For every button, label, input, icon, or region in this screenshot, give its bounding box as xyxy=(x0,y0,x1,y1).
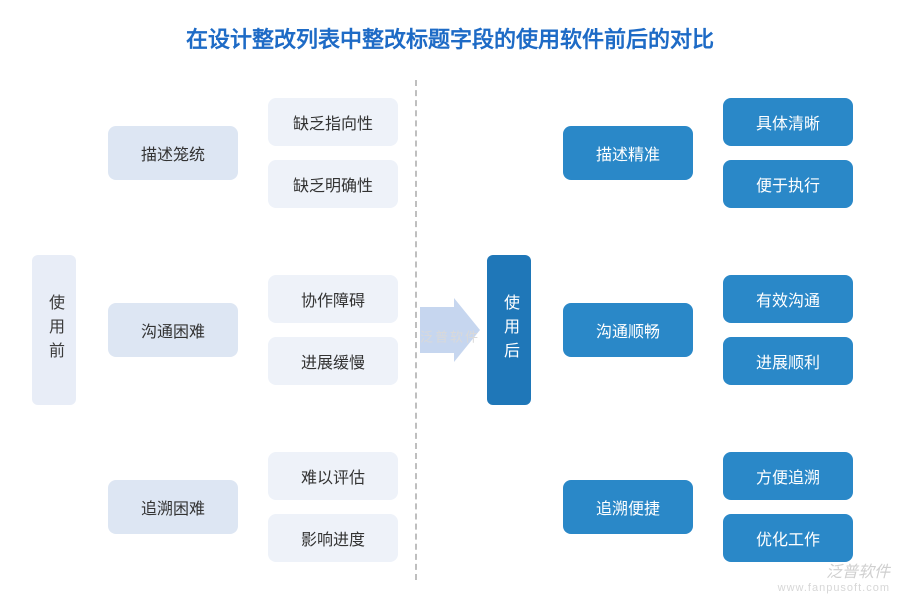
watermark-corner-url: www.fanpusoft.com xyxy=(778,582,890,594)
after-group: 沟通顺畅有效沟通进展顺利 xyxy=(533,275,870,385)
after-leaves: 具体清晰便于执行 xyxy=(723,98,853,208)
before-leaves: 难以评估影响进度 xyxy=(268,452,398,562)
before-group: 追溯困难难以评估影响进度 xyxy=(78,452,415,562)
after-panel: 使用后 描述精准具体清晰便于执行沟通顺畅有效沟通进展顺利追溯便捷方便追溯优化工作 xyxy=(485,80,870,580)
arrow-head xyxy=(454,298,480,362)
after-leaf-box: 进展顺利 xyxy=(723,337,853,385)
before-mid-box: 描述笼统 xyxy=(108,126,238,180)
after-leaf-box: 方便追溯 xyxy=(723,452,853,500)
diagram-stage: 使用前 描述笼统缺乏指向性缺乏明确性沟通困难协作障碍进展缓慢追溯困难难以评估影响… xyxy=(30,80,870,580)
before-leaf-box: 影响进度 xyxy=(268,514,398,562)
after-mid-box: 沟通顺畅 xyxy=(563,303,693,357)
before-root-col: 使用前 xyxy=(30,255,78,405)
before-leaves: 缺乏指向性缺乏明确性 xyxy=(268,98,398,208)
after-root-box: 使用后 xyxy=(487,255,531,405)
after-mid-box: 追溯便捷 xyxy=(563,480,693,534)
divider-column xyxy=(415,80,485,580)
before-leaf-box: 缺乏明确性 xyxy=(268,160,398,208)
arrow-icon xyxy=(420,298,480,362)
after-group: 描述精准具体清晰便于执行 xyxy=(533,98,870,208)
before-leaf-box: 缺乏指向性 xyxy=(268,98,398,146)
before-leaf-box: 进展缓慢 xyxy=(268,337,398,385)
before-group: 描述笼统缺乏指向性缺乏明确性 xyxy=(78,98,415,208)
before-root-box: 使用前 xyxy=(32,255,76,405)
after-leaf-box: 优化工作 xyxy=(723,514,853,562)
before-mid-box: 沟通困难 xyxy=(108,303,238,357)
page-title: 在设计整改列表中整改标题字段的使用软件前后的对比 xyxy=(0,0,900,54)
before-panel: 使用前 描述笼统缺乏指向性缺乏明确性沟通困难协作障碍进展缓慢追溯困难难以评估影响… xyxy=(30,80,415,580)
vertical-divider xyxy=(415,80,417,580)
before-leaf-box: 难以评估 xyxy=(268,452,398,500)
after-leaves: 有效沟通进展顺利 xyxy=(723,275,853,385)
after-groups: 描述精准具体清晰便于执行沟通顺畅有效沟通进展顺利追溯便捷方便追溯优化工作 xyxy=(533,80,870,580)
before-leaf-box: 协作障碍 xyxy=(268,275,398,323)
after-root-col: 使用后 xyxy=(485,255,533,405)
before-leaves: 协作障碍进展缓慢 xyxy=(268,275,398,385)
after-leaf-box: 有效沟通 xyxy=(723,275,853,323)
before-group: 沟通困难协作障碍进展缓慢 xyxy=(78,275,415,385)
after-leaf-box: 具体清晰 xyxy=(723,98,853,146)
after-group: 追溯便捷方便追溯优化工作 xyxy=(533,452,870,562)
after-leaves: 方便追溯优化工作 xyxy=(723,452,853,562)
after-mid-box: 描述精准 xyxy=(563,126,693,180)
before-groups: 描述笼统缺乏指向性缺乏明确性沟通困难协作障碍进展缓慢追溯困难难以评估影响进度 xyxy=(78,80,415,580)
after-leaf-box: 便于执行 xyxy=(723,160,853,208)
before-mid-box: 追溯困难 xyxy=(108,480,238,534)
arrow-body xyxy=(420,307,454,353)
